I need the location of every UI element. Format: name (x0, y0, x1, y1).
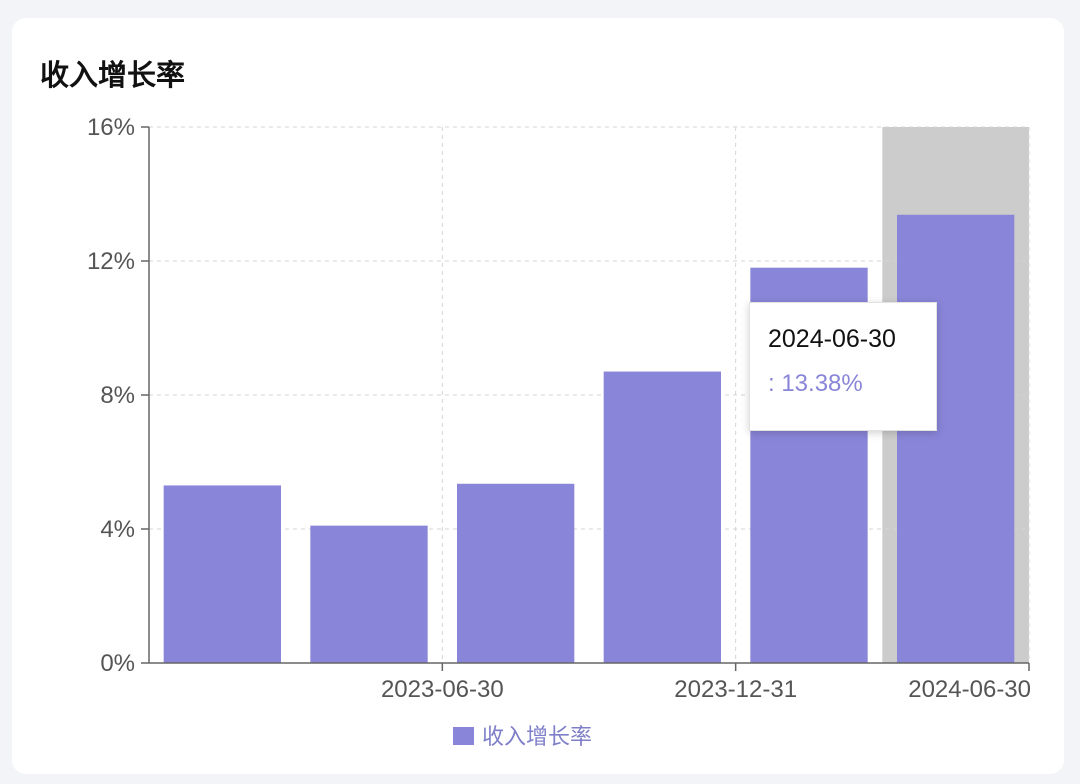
x-tick-label: 2024-06-30 (908, 676, 1031, 703)
legend-label: 收入增长率 (482, 725, 592, 750)
bar[interactable] (163, 485, 281, 663)
bar[interactable] (457, 483, 575, 663)
y-tick-label: 8% (100, 382, 135, 409)
x-tick-label: 2023-12-31 (674, 676, 797, 703)
y-tick-label: 16% (87, 114, 135, 141)
y-tick-label: 4% (100, 516, 135, 543)
card-title: 收入增长率 (40, 58, 186, 92)
x-tick-label: 2023-06-30 (381, 676, 504, 703)
grid-layer (149, 126, 1030, 663)
bar[interactable] (310, 525, 428, 663)
legend[interactable]: 收入增长率 (453, 725, 592, 750)
y-tick-label: 12% (87, 248, 135, 275)
bar[interactable] (897, 214, 1015, 663)
bar[interactable] (603, 371, 721, 663)
axis-layer: 0% 4% 8% 12% 16% 2023-06-30 2023-12-31 2024-06-… (87, 114, 1031, 703)
tooltip-value: : 13.38% (768, 370, 863, 397)
tooltip-title: 2024-06-30 (768, 325, 896, 353)
y-tick-label: 0% (100, 650, 135, 677)
legend-swatch (453, 727, 474, 745)
tooltip: 2024-06-30 : 13.38% (749, 302, 937, 431)
chart-card: 收入增长率 0% 4% 8% 12% 16% 2023-06-30 2023-12-31 20… (12, 18, 1064, 774)
